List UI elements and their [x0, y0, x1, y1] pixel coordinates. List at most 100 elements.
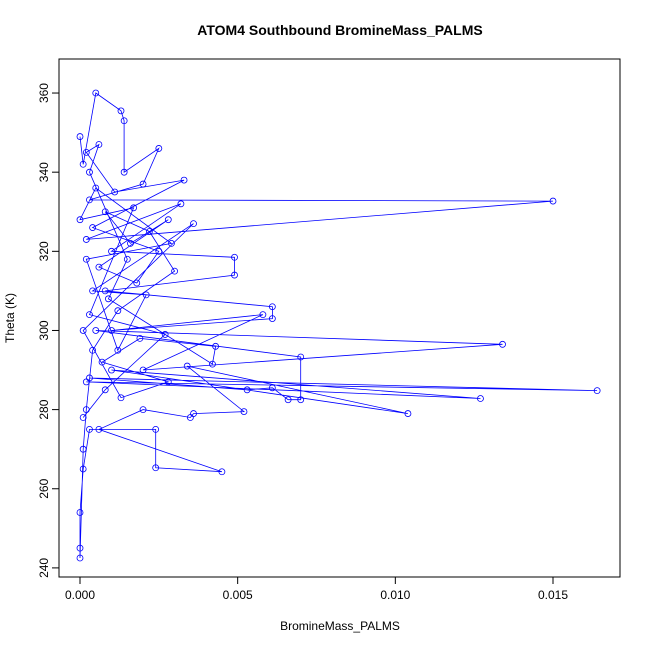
data-point: [404, 410, 412, 417]
data-point: [79, 327, 87, 334]
x-tick-label: 0.015: [538, 588, 568, 602]
data-point: [243, 386, 251, 394]
data-point: [145, 228, 153, 235]
data-point: [212, 342, 219, 350]
data-point: [218, 468, 226, 476]
data-point: [86, 196, 93, 204]
data-point: [95, 425, 103, 433]
data-point: [76, 216, 84, 224]
data-point: [161, 331, 169, 338]
data-point: [76, 544, 84, 552]
data-point: [82, 148, 90, 156]
y-tick-label: 320: [37, 241, 51, 261]
data-point: [190, 220, 197, 228]
data-point: [89, 224, 97, 231]
data-point: [89, 346, 97, 354]
plot-frame: [58, 58, 621, 578]
data-point: [168, 240, 175, 247]
data-point: [593, 387, 601, 395]
data-point: [123, 255, 131, 263]
data-point: [120, 117, 128, 125]
data-point: [155, 145, 163, 152]
data-point: [477, 395, 484, 402]
y-axis-title: Theta (K): [3, 293, 17, 343]
data-point: [549, 197, 557, 205]
data-point: [297, 353, 305, 361]
data-point: [76, 509, 84, 516]
data-point: [92, 89, 100, 97]
data-point: [186, 414, 194, 421]
data-point: [268, 303, 276, 311]
data-point: [142, 291, 150, 299]
data-point: [130, 204, 138, 212]
y-tick-label: 240: [37, 558, 51, 578]
data-point: [240, 408, 248, 415]
data-point: [104, 295, 112, 303]
data-point: [164, 378, 172, 386]
data-point: [164, 216, 172, 224]
data-point: [268, 315, 276, 322]
data-point: [108, 366, 115, 374]
data-point: [152, 425, 160, 433]
data-point: [101, 287, 109, 295]
data-point: [297, 396, 305, 404]
data-point: [101, 386, 109, 394]
data-point: [86, 311, 93, 319]
data-point: [95, 263, 103, 271]
y-tick-label: 300: [37, 320, 51, 340]
data-point: [499, 340, 506, 348]
data-point: [76, 133, 84, 140]
data-point: [120, 168, 128, 176]
data-point: [117, 107, 125, 115]
data-point: [183, 362, 191, 370]
data-point: [180, 176, 188, 184]
data-point: [108, 327, 115, 334]
data-point: [114, 346, 122, 354]
data-point: [136, 334, 144, 342]
x-axis-title: BromineMass_PALMS: [280, 619, 400, 633]
data-point: [79, 445, 87, 453]
data-point: [231, 253, 238, 261]
data-point: [155, 247, 163, 255]
data-point: [127, 240, 134, 247]
y-tick-label: 280: [37, 399, 51, 419]
data-point: [209, 360, 216, 368]
chart-title: ATOM4 Southbound BromineMass_PALMS: [197, 22, 482, 38]
y-tick-label: 340: [37, 162, 51, 182]
data-point: [117, 394, 125, 402]
data-point: [89, 287, 97, 295]
data-point: [92, 184, 100, 192]
data-point: [171, 267, 178, 275]
data-point: [82, 406, 90, 414]
data-point: [259, 311, 267, 319]
data-point: [82, 378, 90, 386]
data-point: [95, 141, 103, 148]
y-tick-label: 360: [37, 83, 51, 103]
data-point: [76, 554, 84, 562]
data-point: [139, 180, 147, 188]
x-tick-label: 0.000: [65, 588, 95, 602]
data-point: [268, 384, 276, 392]
data-point: [82, 236, 90, 243]
data-point: [114, 307, 122, 315]
data-point: [284, 396, 292, 404]
data-point: [82, 255, 90, 263]
data-point: [79, 414, 87, 421]
x-tick-label: 0.005: [223, 588, 253, 602]
data-point: [139, 406, 147, 414]
x-tick-label: 0.010: [380, 588, 410, 602]
data-point: [86, 168, 93, 176]
data-point: [231, 271, 238, 279]
data-point: [133, 279, 141, 287]
data-point: [92, 327, 100, 334]
data-point: [108, 247, 115, 255]
data-point: [139, 366, 147, 374]
data-point: [86, 425, 93, 433]
y-tick-label: 260: [37, 478, 51, 498]
data-point: [98, 358, 106, 366]
data-point: [152, 464, 160, 472]
data-point: [177, 200, 185, 208]
data-point: [79, 465, 87, 473]
